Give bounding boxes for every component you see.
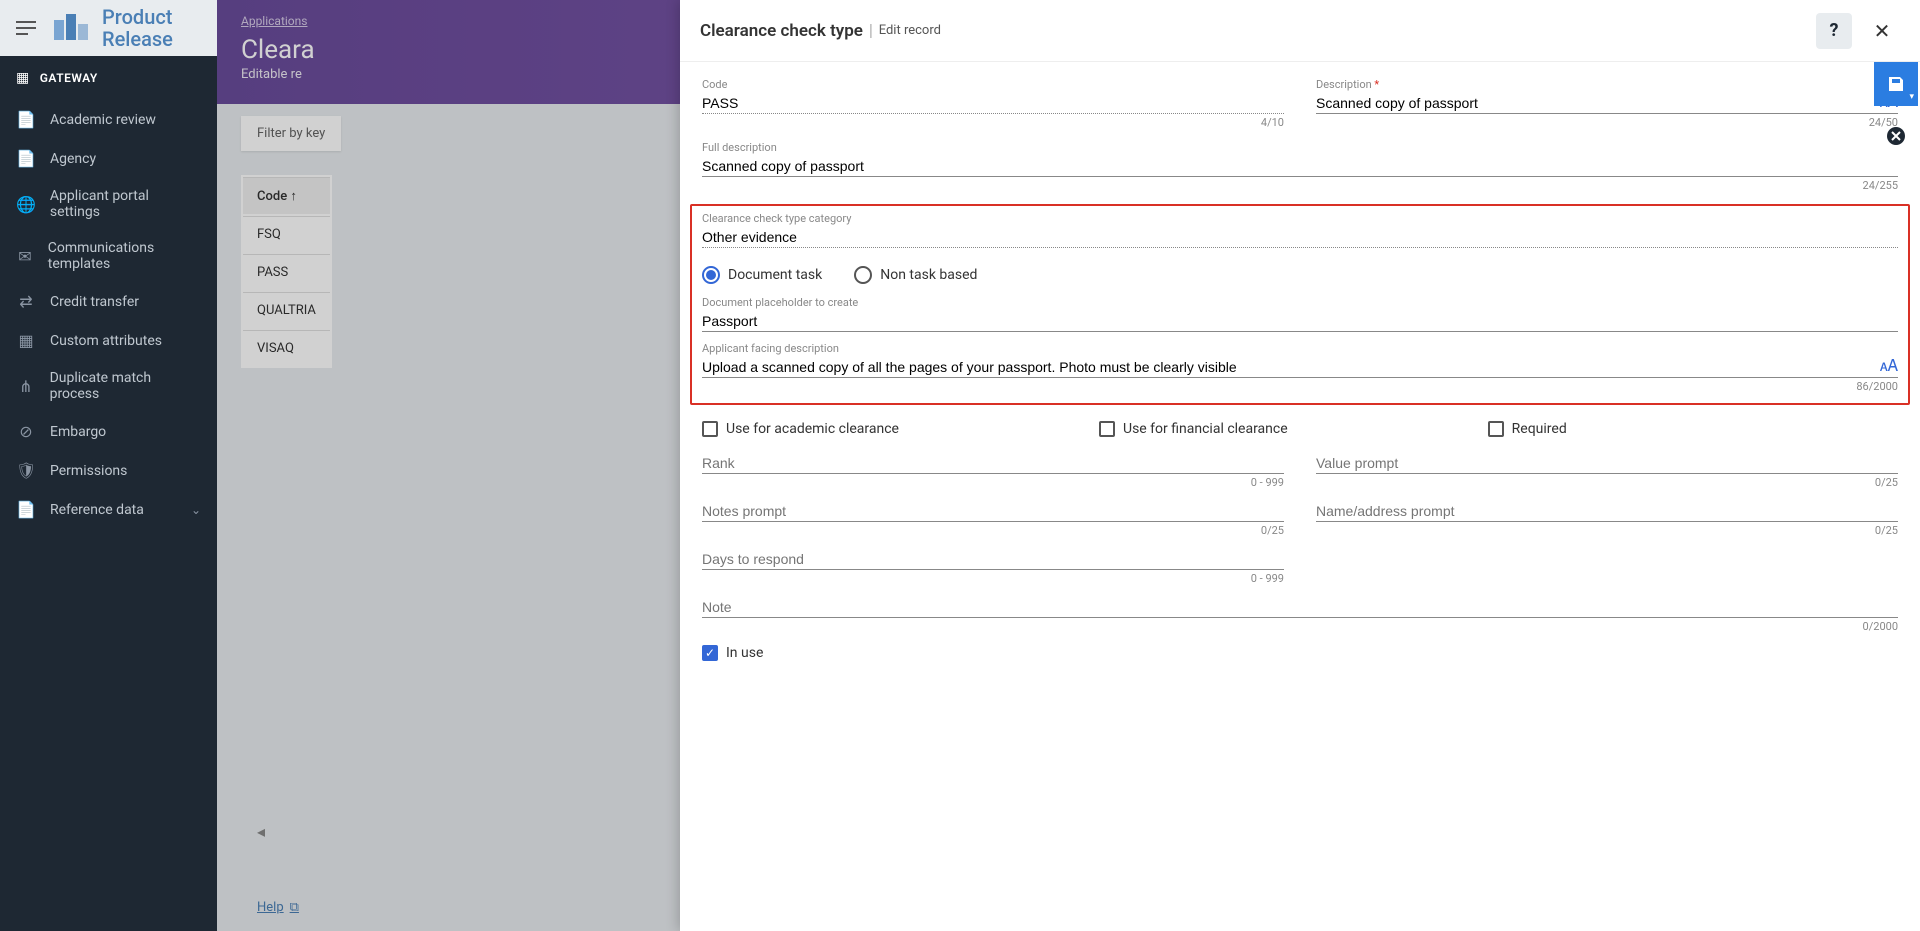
description-label: Description * (1316, 78, 1898, 91)
rank-input[interactable] (702, 453, 1284, 474)
sidebar-item-icon: ▦ (16, 331, 36, 350)
brand-logo (50, 10, 94, 46)
sidebar-item[interactable]: 📄 Reference data ⌄ (0, 490, 217, 529)
help-button[interactable]: ? (1816, 13, 1852, 49)
edit-panel: Clearance check type | Edit record ? ✕ C… (680, 0, 1920, 931)
sidebar-item-label: Custom attributes (50, 333, 162, 349)
document-task-radio[interactable]: Document task (702, 266, 822, 284)
note-input[interactable] (702, 597, 1898, 618)
sidebar-item-label: Communications templates (48, 240, 201, 272)
sidebar-item[interactable]: ⇄ Credit transfer (0, 282, 217, 321)
sidebar-item-label: Permissions (50, 463, 127, 479)
sidebar-item[interactable]: ⊘ Embargo (0, 412, 217, 451)
save-button[interactable]: ▾ (1874, 62, 1918, 106)
sidebar-item-label: Embargo (50, 424, 106, 440)
sidebar-item-label: Agency (50, 151, 96, 167)
sidebar-item-label: Applicant portal settings (50, 188, 201, 220)
code-counter: 4/10 (702, 116, 1284, 129)
rank-counter: 0 - 999 (702, 476, 1284, 489)
caret-down-icon: ▾ (1909, 92, 1914, 102)
placeholder-label: Document placeholder to create (702, 296, 1898, 309)
chevron-down-icon: ⌄ (191, 503, 201, 517)
notes-prompt-input[interactable] (702, 501, 1284, 522)
sidebar-item-label: Academic review (50, 112, 156, 128)
panel-header: Clearance check type | Edit record ? ✕ (680, 0, 1920, 62)
applicant-desc-label: Applicant facing description (702, 342, 1898, 355)
category-label: Clearance check type category (702, 212, 1898, 225)
sidebar: Product Release ▦ GATEWAY 📄 Academic revi… (0, 0, 217, 931)
full-description-label: Full description (702, 141, 1898, 154)
sidebar-item-icon: ✉ (16, 247, 34, 266)
applicant-desc-counter: 86/2000 (702, 380, 1898, 393)
full-description-counter: 24/255 (702, 179, 1898, 192)
days-respond-counter: 0 - 999 (702, 572, 1284, 585)
sidebar-item[interactable]: 🛡 Permissions (0, 451, 217, 490)
sidebar-item-icon: ⇄ (16, 292, 36, 311)
sidebar-item-label: Duplicate match process (50, 370, 201, 402)
value-prompt-input[interactable] (1316, 453, 1898, 474)
sidebar-item[interactable]: ✉ Communications templates (0, 230, 217, 282)
full-description-input[interactable] (702, 156, 1898, 177)
panel-subtitle: Edit record (879, 23, 941, 38)
translate-icon[interactable]: 🗚 (1880, 356, 1898, 376)
in-use-checkbox[interactable]: ✓In use (702, 645, 763, 661)
sidebar-item[interactable]: ⋔ Duplicate match process (0, 360, 217, 412)
description-input[interactable] (1316, 93, 1898, 114)
close-button[interactable]: ✕ (1864, 13, 1900, 49)
note-counter: 0/2000 (702, 620, 1898, 633)
sidebar-item-icon: 📄 (16, 149, 36, 168)
sidebar-item[interactable]: 📄 Academic review (0, 100, 217, 139)
description-counter: 24/50 (1316, 116, 1898, 129)
code-label: Code (702, 78, 1284, 91)
sidebar-item[interactable]: 🌐 Applicant portal settings (0, 178, 217, 230)
sidebar-item-icon: 🛡 (16, 461, 36, 480)
menu-toggle-button[interactable] (10, 12, 42, 44)
sidebar-item-icon: 🌐 (16, 195, 36, 214)
highlighted-section: Clearance check type category Document t… (690, 204, 1910, 405)
notes-prompt-counter: 0/25 (702, 524, 1284, 537)
sidebar-item-icon: 📄 (16, 110, 36, 129)
code-input[interactable] (702, 93, 1284, 114)
days-respond-input[interactable] (702, 549, 1284, 570)
placeholder-input[interactable] (702, 311, 1898, 332)
sidebar-item-icon: 📄 (16, 500, 36, 519)
name-addr-prompt-input[interactable] (1316, 501, 1898, 522)
non-task-radio[interactable]: Non task based (854, 266, 977, 284)
sidebar-item-label: Credit transfer (50, 294, 139, 310)
sidebar-section-header: ▦ GATEWAY (0, 56, 217, 100)
sidebar-item-icon: ⊘ (16, 422, 36, 441)
required-checkbox[interactable]: Required (1488, 421, 1567, 437)
value-prompt-counter: 0/25 (1316, 476, 1898, 489)
sidebar-item[interactable]: 📄 Agency (0, 139, 217, 178)
financial-clearance-checkbox[interactable]: Use for financial clearance (1099, 421, 1288, 437)
panel-title: Clearance check type (700, 21, 863, 41)
category-input[interactable] (702, 227, 1898, 248)
name-addr-prompt-counter: 0/25 (1316, 524, 1898, 537)
academic-clearance-checkbox[interactable]: Use for academic clearance (702, 421, 899, 437)
sidebar-item-label: Reference data (50, 502, 144, 518)
action-bar: ▾ (1872, 62, 1920, 158)
cancel-button[interactable] (1874, 114, 1918, 158)
applicant-desc-input[interactable] (702, 357, 1898, 378)
sidebar-item[interactable]: ▦ Custom attributes (0, 321, 217, 360)
brand-name: Product Release (102, 6, 173, 50)
sidebar-header: Product Release (0, 0, 217, 56)
sidebar-item-icon: ⋔ (16, 377, 36, 396)
